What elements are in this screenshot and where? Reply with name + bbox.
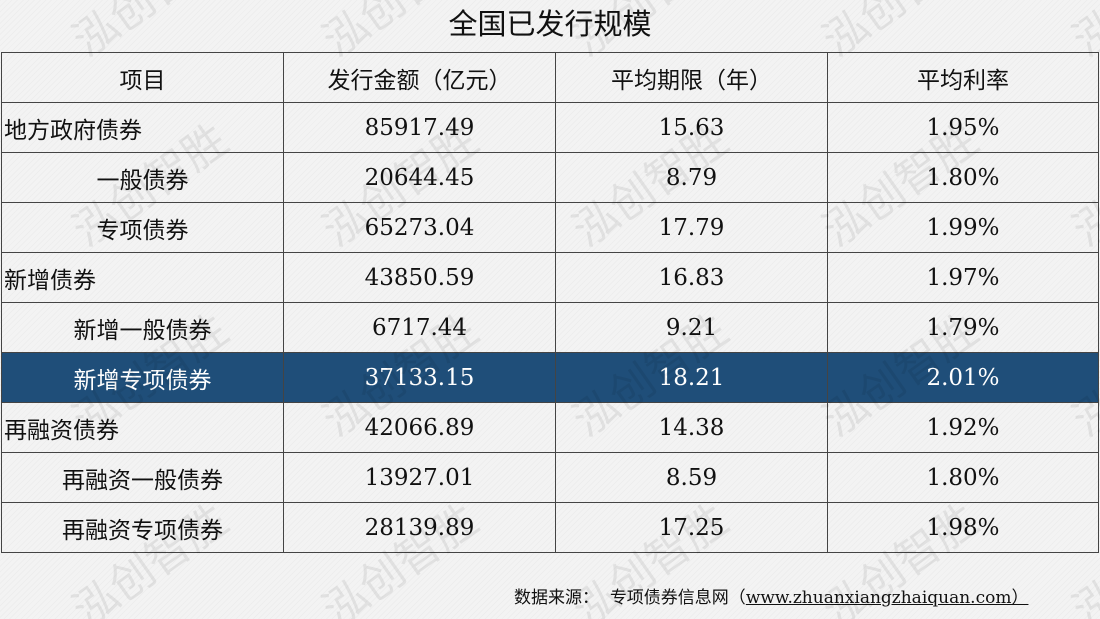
table-row: 专项债券 65273.04 17.79 1.99% (1, 202, 1099, 253)
cell-amount: 65273.04 (283, 202, 556, 253)
table-row: 地方政府债券 85917.49 15.63 1.95% (1, 102, 1099, 153)
table-row: 再融资一般债券 13927.01 8.59 1.80% (1, 452, 1099, 503)
cell-term: 18.21 (555, 352, 828, 403)
cell-rate: 2.01% (827, 352, 1099, 403)
cell-term: 17.79 (555, 202, 828, 253)
cell-amount: 6717.44 (283, 302, 556, 353)
cell-item: 地方政府债券 (1, 102, 284, 153)
header-amount: 发行金额（亿元） (283, 52, 556, 103)
cell-amount: 28139.89 (283, 502, 556, 553)
table-row: 再融资债券 42066.89 14.38 1.92% (1, 402, 1099, 453)
source-url-link[interactable]: www.zhuanxiangzhaiquan.com） (745, 588, 1029, 608)
cell-item: 新增债券 (1, 252, 284, 303)
cell-amount: 20644.45 (283, 152, 556, 203)
cell-item: 再融资债券 (1, 402, 284, 453)
cell-amount: 13927.01 (283, 452, 556, 503)
cell-item: 一般债券 (1, 152, 284, 203)
cell-term: 16.83 (555, 252, 828, 303)
cell-amount: 85917.49 (283, 102, 556, 153)
issuance-table: 项目 发行金额（亿元） 平均期限（年） 平均利率 地方政府债券 85917.49 1… (1, 52, 1099, 553)
cell-rate: 1.80% (827, 152, 1099, 203)
source-site: 专项债券信息网（ (609, 588, 746, 608)
cell-term: 8.79 (555, 152, 828, 203)
cell-rate: 1.97% (827, 252, 1099, 303)
cell-rate: 1.99% (827, 202, 1099, 253)
header-term: 平均期限（年） (555, 52, 828, 103)
header-rate: 平均利率 (827, 52, 1099, 103)
cell-rate: 1.80% (827, 452, 1099, 503)
cell-rate: 1.79% (827, 302, 1099, 353)
table-row: 新增债券 43850.59 16.83 1.97% (1, 252, 1099, 303)
cell-item: 再融资专项债券 (1, 502, 284, 553)
cell-term: 17.25 (555, 502, 828, 553)
page-title: 全国已发行规模 (448, 7, 652, 41)
cell-term: 15.63 (555, 102, 828, 153)
cell-rate: 1.92% (827, 402, 1099, 453)
cell-item: 新增一般债券 (1, 302, 284, 353)
source-label: 数据来源： (514, 588, 599, 608)
header-item: 项目 (1, 52, 284, 103)
cell-item: 再融资一般债券 (1, 452, 284, 503)
cell-term: 14.38 (555, 402, 828, 453)
cell-term: 9.21 (555, 302, 828, 353)
table-row: 新增一般债券 6717.44 9.21 1.79% (1, 302, 1099, 353)
table-row: 再融资专项债券 28139.89 17.25 1.98% (1, 502, 1099, 553)
data-source: 数据来源： 专项债券信息网（www.zhuanxiangzhaiquan.com… (514, 586, 1028, 610)
cell-item: 专项债券 (1, 202, 284, 253)
table-row: 新增专项债券 37133.15 18.21 2.01% (1, 352, 1099, 403)
cell-amount: 42066.89 (283, 402, 556, 453)
cell-rate: 1.98% (827, 502, 1099, 553)
cell-term: 8.59 (555, 452, 828, 503)
cell-rate: 1.95% (827, 102, 1099, 153)
table-row: 一般债券 20644.45 8.79 1.80% (1, 152, 1099, 203)
cell-item: 新增专项债券 (1, 352, 284, 403)
cell-amount: 37133.15 (283, 352, 556, 403)
table-header-row: 项目 发行金额（亿元） 平均期限（年） 平均利率 (1, 52, 1099, 103)
cell-amount: 43850.59 (283, 252, 556, 303)
